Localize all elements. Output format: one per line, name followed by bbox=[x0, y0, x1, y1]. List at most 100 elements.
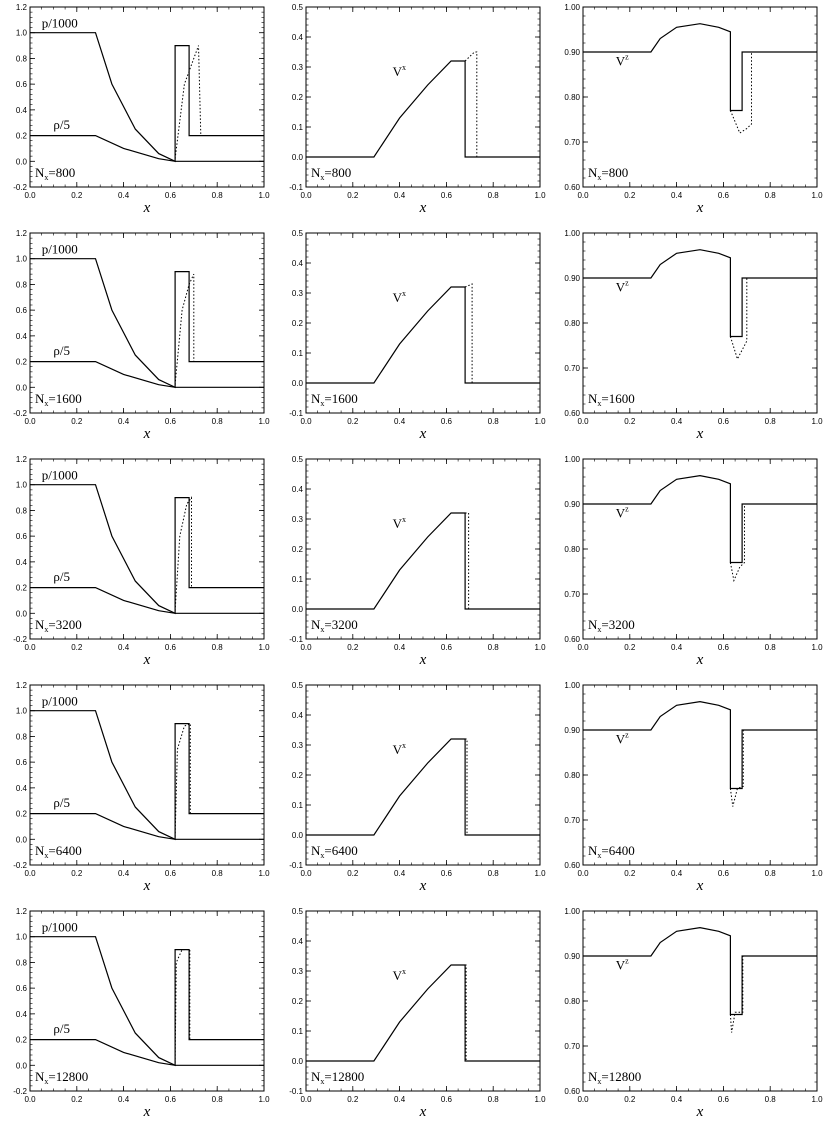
y-tick-label: 0.6 bbox=[16, 532, 28, 541]
y-tick-label: 0.8 bbox=[16, 280, 28, 289]
x-axis-label: x bbox=[143, 878, 151, 894]
y-tick-label: 0.2 bbox=[292, 771, 304, 780]
x-tick-label: 0.6 bbox=[441, 643, 453, 652]
y-tick-label: 1.2 bbox=[16, 681, 28, 690]
panel-r1-c0: 0.0 0.2 0.4 0.6 0.8 1.0-0.20.00.20.40.60.81.0… bbox=[13, 229, 270, 442]
x-tick-label: 0.8 bbox=[212, 417, 224, 426]
y-tick-label: 0.1 bbox=[292, 575, 304, 584]
x-tick-label: 0.2 bbox=[347, 869, 359, 878]
y-tick-label: 0.90 bbox=[564, 48, 580, 57]
curve-label: Vx bbox=[393, 63, 406, 79]
x-tick-label: 0.0 bbox=[300, 869, 312, 878]
x-tick-label: 0.2 bbox=[624, 1095, 636, 1104]
x-tick-label: 0.2 bbox=[71, 1095, 83, 1104]
y-tick-label: -0.1 bbox=[289, 635, 303, 644]
x-tick-label: 0.6 bbox=[718, 643, 730, 652]
y-tick-label: 0.80 bbox=[564, 93, 580, 102]
y-tick-label: 0.60 bbox=[564, 861, 580, 870]
resolution-label: Nx=3200 bbox=[311, 617, 358, 634]
resolution-label: Nx=6400 bbox=[35, 843, 82, 860]
x-tick-label: 0.8 bbox=[765, 869, 777, 878]
curve-label: Vz bbox=[616, 731, 629, 747]
y-tick-label: -0.1 bbox=[289, 861, 303, 870]
plot-frame bbox=[29, 684, 265, 866]
x-tick-label: 1.0 bbox=[534, 643, 546, 652]
y-tick-label: 0.90 bbox=[564, 500, 580, 509]
y-tick-label: 0.4 bbox=[16, 106, 28, 115]
y-tick-label: 0.4 bbox=[16, 1010, 28, 1019]
y-tick-label: 0.6 bbox=[16, 306, 28, 315]
y-tick-label: 0.6 bbox=[16, 758, 28, 767]
y-tick-label: 0.80 bbox=[564, 997, 580, 1006]
resolution-label: Nx=12800 bbox=[35, 1069, 88, 1086]
y-tick-label: 0.8 bbox=[16, 54, 28, 63]
y-tick-label: 0.0 bbox=[292, 1057, 304, 1066]
y-tick-label: 0.5 bbox=[292, 3, 304, 12]
x-tick-label: 0.6 bbox=[165, 869, 177, 878]
x-tick-label: 0.2 bbox=[347, 417, 359, 426]
series-line-solid bbox=[306, 286, 540, 384]
resolution-label: Nx=3200 bbox=[35, 617, 82, 634]
plot-frame bbox=[305, 232, 541, 414]
y-tick-label: 0.5 bbox=[292, 229, 304, 238]
resolution-label: Nx=800 bbox=[35, 165, 75, 182]
plot-frame bbox=[29, 6, 265, 188]
x-axis-label: x bbox=[696, 652, 704, 668]
x-tick-label: 1.0 bbox=[534, 191, 546, 200]
x-tick-label: 0.8 bbox=[765, 417, 777, 426]
plot-frame bbox=[29, 910, 265, 1092]
x-tick-label: 0.2 bbox=[71, 191, 83, 200]
plot-frame bbox=[582, 458, 818, 640]
x-tick-label: 0.8 bbox=[765, 643, 777, 652]
x-axis-label: x bbox=[419, 878, 427, 894]
y-tick-label: 1.00 bbox=[564, 3, 580, 12]
x-tick-label: 0.4 bbox=[671, 643, 683, 652]
x-tick-label: 0.4 bbox=[671, 191, 683, 200]
y-tick-label: 0.0 bbox=[16, 609, 28, 618]
x-tick-label: 0.0 bbox=[300, 1095, 312, 1104]
y-tick-label: 0.0 bbox=[16, 1061, 28, 1070]
x-axis-label: x bbox=[419, 1104, 427, 1120]
plot-frame bbox=[582, 6, 818, 188]
x-tick-label: 0.0 bbox=[24, 417, 36, 426]
x-tick-label: 0.4 bbox=[118, 643, 130, 652]
resolution-label: Nx=6400 bbox=[588, 843, 635, 860]
y-tick-label: 0.60 bbox=[564, 183, 580, 192]
plot-frame bbox=[582, 684, 818, 866]
y-tick-label: 0.80 bbox=[564, 319, 580, 328]
series-line-dotted bbox=[465, 512, 470, 609]
y-tick-label: -0.2 bbox=[13, 1087, 27, 1096]
x-tick-label: 0.0 bbox=[300, 191, 312, 200]
y-tick-label: 0.4 bbox=[292, 485, 304, 494]
resolution-label: Nx=1600 bbox=[588, 391, 635, 408]
x-tick-label: 0.8 bbox=[488, 191, 500, 200]
x-tick-label: 0.8 bbox=[765, 191, 777, 200]
y-tick-label: 0.90 bbox=[564, 726, 580, 735]
curve-label: Vx bbox=[393, 967, 406, 983]
panel-r1-c1: 0.0 0.2 0.4 0.6 0.8 1.0-0.10.00.10.20.30.40.5… bbox=[289, 229, 546, 442]
plot-frame bbox=[29, 232, 265, 414]
series-line-dotted bbox=[174, 45, 202, 159]
x-tick-label: 0.2 bbox=[347, 643, 359, 652]
y-tick-label: 0.8 bbox=[16, 958, 28, 967]
x-tick-label: 0.6 bbox=[441, 191, 453, 200]
x-axis-label: x bbox=[143, 426, 151, 442]
series-line-solid bbox=[583, 700, 817, 790]
x-tick-label: 0.4 bbox=[118, 417, 130, 426]
resolution-label: Nx=1600 bbox=[311, 391, 358, 408]
series-line-dotted bbox=[729, 52, 752, 134]
y-tick-label: 0.0 bbox=[16, 835, 28, 844]
panel-r0-c1: 0.0 0.2 0.4 0.6 0.8 1.0-0.10.00.10.20.30.40.5… bbox=[289, 3, 546, 216]
x-tick-label: 1.0 bbox=[811, 869, 823, 878]
y-tick-label: 0.2 bbox=[16, 358, 28, 367]
y-tick-label: -0.1 bbox=[289, 1087, 303, 1096]
y-tick-label: -0.2 bbox=[13, 635, 27, 644]
x-tick-label: 0.8 bbox=[212, 643, 224, 652]
y-tick-label: -0.2 bbox=[13, 409, 27, 418]
y-tick-label: 0.2 bbox=[292, 93, 304, 102]
y-tick-label: 0.1 bbox=[292, 123, 304, 132]
y-tick-label: 1.0 bbox=[16, 481, 28, 490]
series-line-solid bbox=[306, 512, 540, 610]
y-tick-label: 1.0 bbox=[16, 933, 28, 942]
panel-r1-c2: 0.0 0.2 0.4 0.6 0.8 1.0 0.60 0.70 0.80 0.90 1.00 x V… bbox=[564, 229, 823, 442]
